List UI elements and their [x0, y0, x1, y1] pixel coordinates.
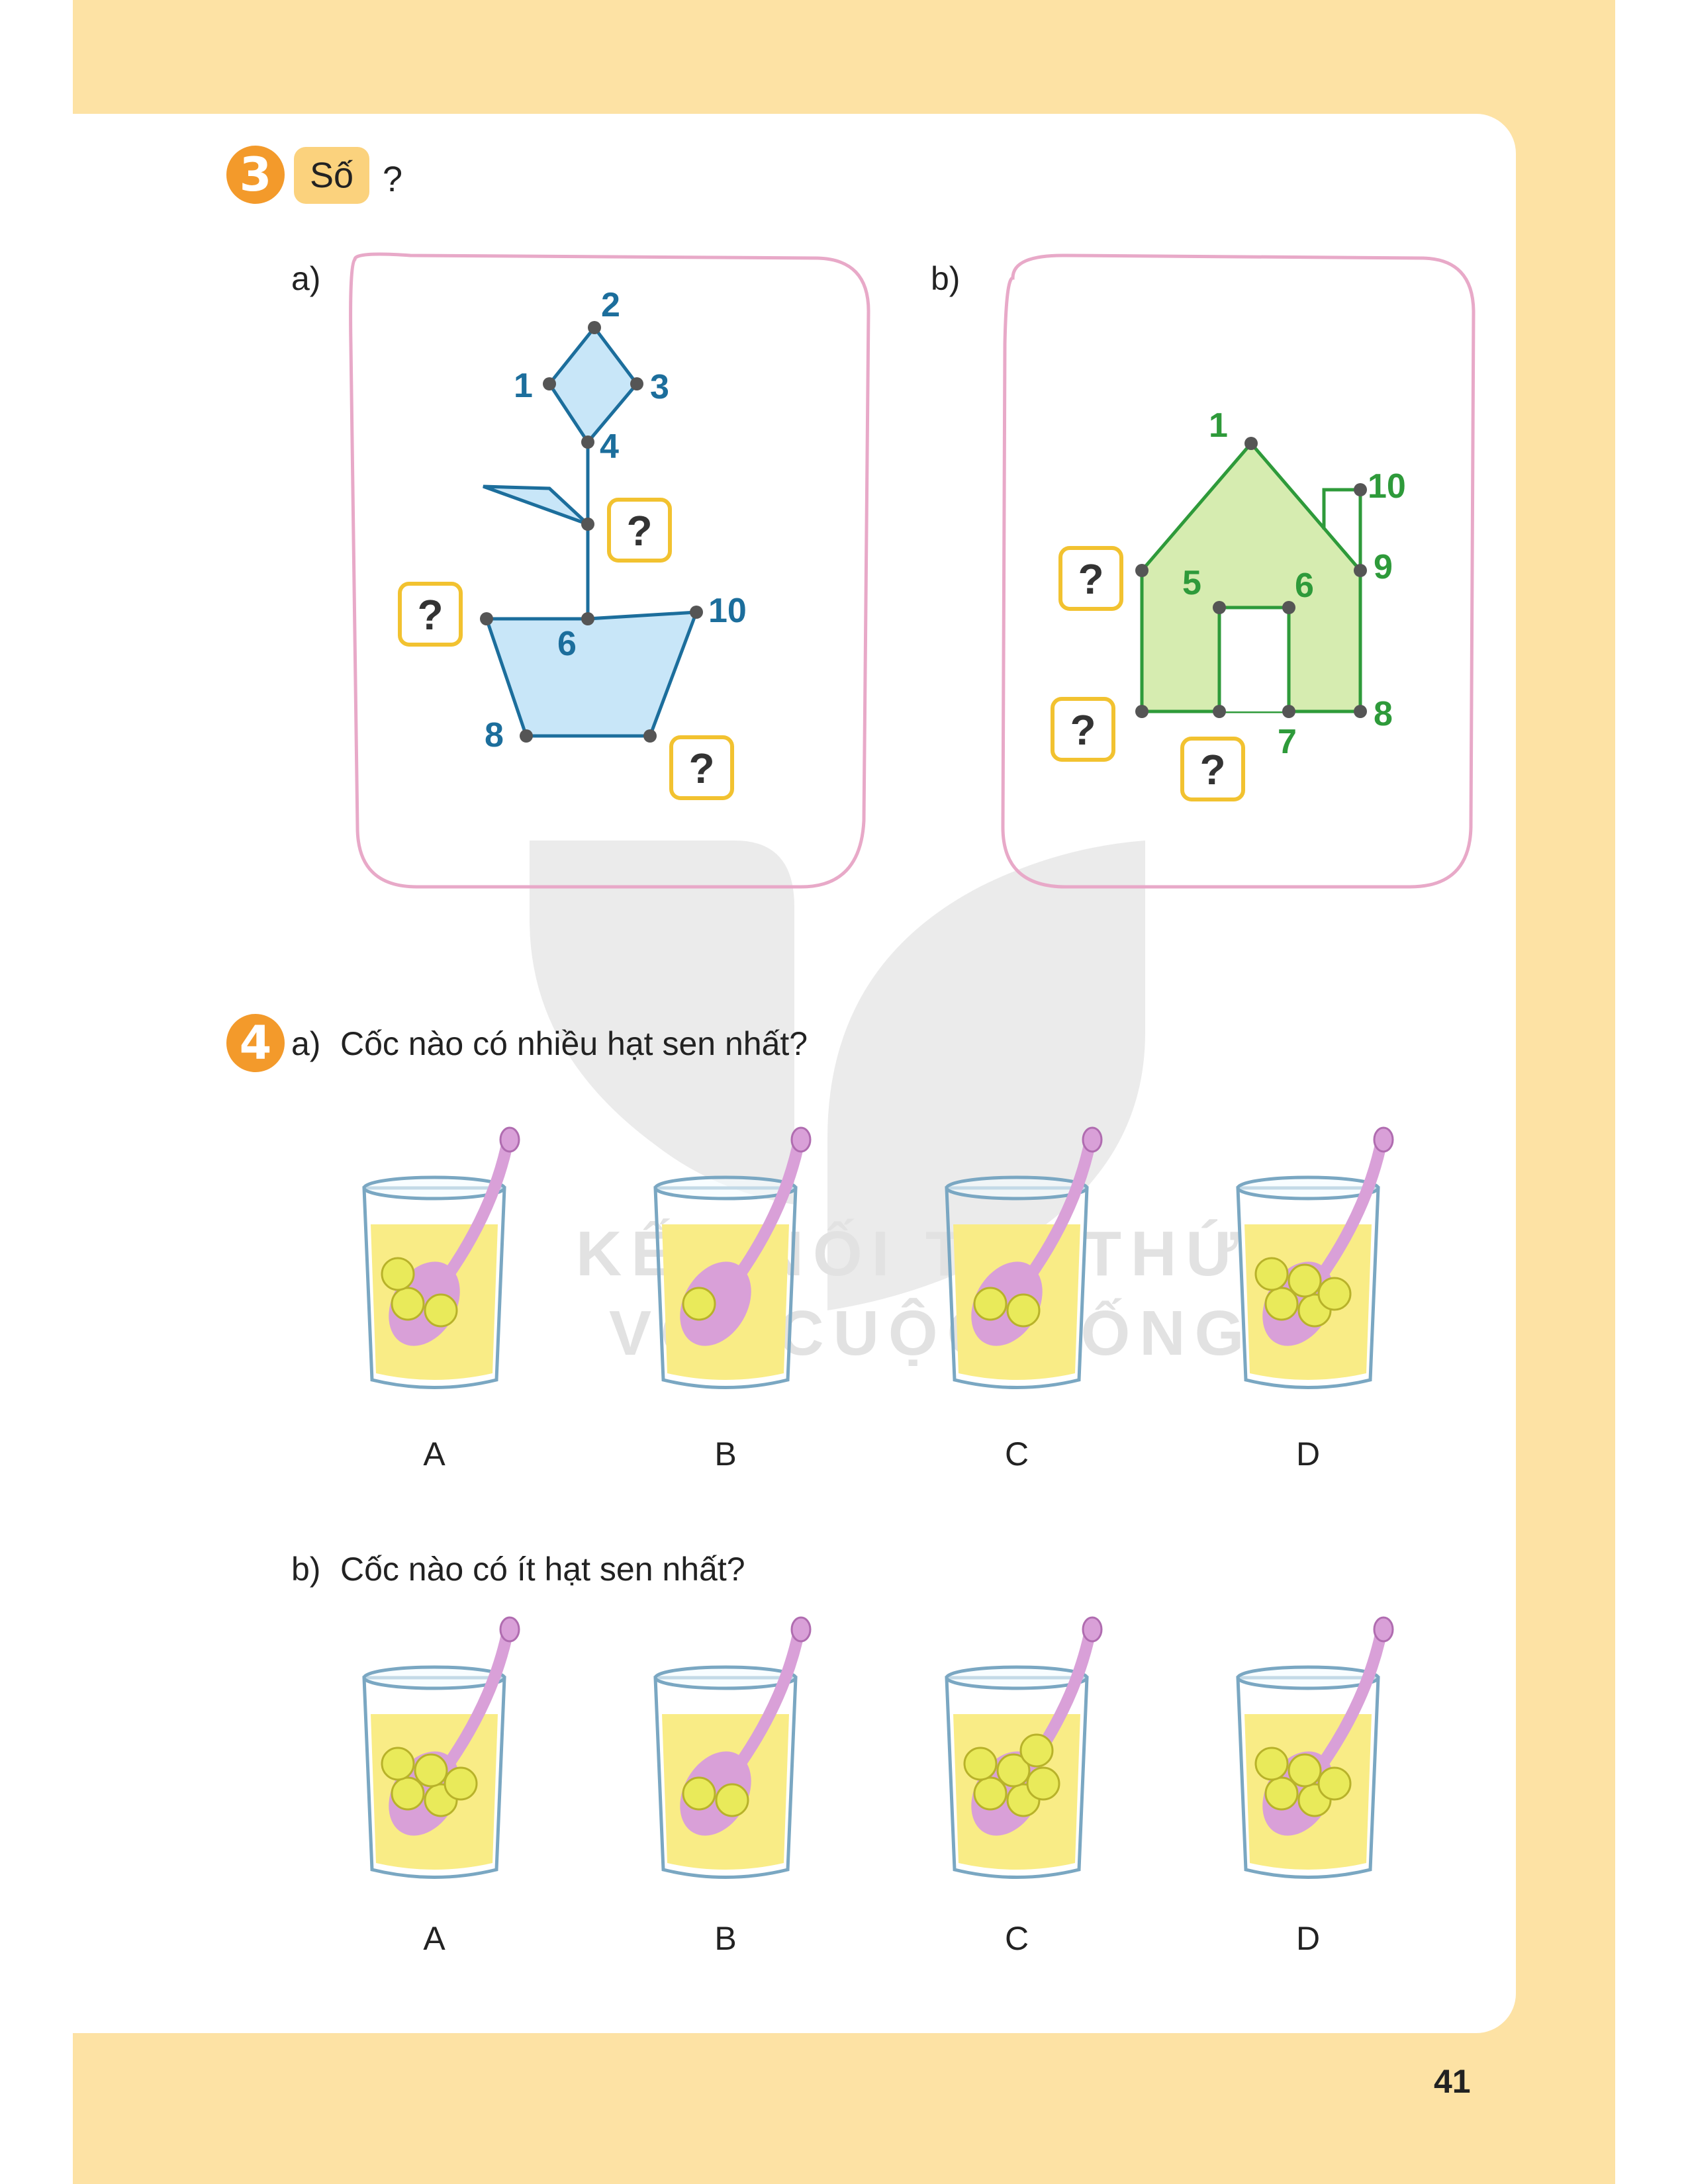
cup-label-b: B [714, 1920, 737, 1957]
flower-question-1: ? [626, 507, 652, 555]
house-dot-diagram: 1 5 6 7 8 9 10 ? ? ? [1001, 253, 1476, 889]
lotus-seed [1317, 1766, 1352, 1801]
flower-label-6: 6 [557, 625, 577, 663]
exercise-4a-question: Cốc nào có nhiều hạt sen nhất? [340, 1025, 808, 1062]
flower-leaf [483, 484, 589, 526]
flower-label-8: 8 [485, 716, 504, 754]
house-chimney [1322, 488, 1362, 570]
lotus-seed [715, 1783, 749, 1817]
flower-label-1: 1 [514, 367, 533, 405]
house-dots [1135, 437, 1367, 718]
cup-label-b: B [714, 1435, 737, 1473]
lotus-seed [682, 1287, 716, 1321]
lotus-seed [414, 1753, 448, 1788]
exercise-3b-label: b) [931, 260, 961, 297]
flower-label-3: 3 [650, 368, 669, 406]
lotus-seed [1264, 1287, 1299, 1321]
cup-a-c [945, 1126, 1103, 1389]
house-question-1: ? [1078, 555, 1103, 603]
flower-dots [480, 321, 703, 743]
cup-label-a: A [423, 1435, 445, 1473]
cup-a-a [362, 1126, 520, 1389]
exercise-3-badge: 3 [226, 146, 285, 204]
flower-label-2: 2 [601, 286, 620, 324]
house-door [1217, 606, 1291, 711]
cup-b-a [362, 1616, 520, 1879]
flower-dot-diagram: 1 2 3 4 6 8 10 ? ? ? [349, 252, 870, 889]
lotus-seed [1264, 1776, 1299, 1811]
cup-label-d: D [1295, 1435, 1321, 1473]
cup-label-c: C [1004, 1435, 1029, 1473]
cup-label-a: A [423, 1920, 445, 1957]
lotus-seed [1019, 1733, 1054, 1768]
house-label-5: 5 [1182, 564, 1201, 602]
house-question-3: ? [1199, 746, 1225, 794]
lotus-seed [973, 1287, 1008, 1321]
lotus-seed [1026, 1766, 1060, 1801]
house-label-9: 9 [1374, 548, 1393, 586]
exercise-4b-question: Cốc nào có ít hạt sen nhất? [340, 1551, 745, 1588]
cup-b-c [945, 1616, 1103, 1879]
lotus-seed [682, 1776, 716, 1811]
house-label-7: 7 [1278, 723, 1297, 761]
cup-b-d [1236, 1616, 1394, 1879]
cup-label-d: D [1295, 1920, 1321, 1957]
house-question-2: ? [1070, 706, 1096, 754]
lotus-seed [1254, 1257, 1289, 1291]
frame-b [1001, 253, 1476, 889]
page-number: 41 [1434, 2063, 1471, 2100]
frame-a [349, 252, 870, 889]
lotus-seed [1288, 1753, 1322, 1788]
exercise-4a-label: a) [291, 1025, 321, 1062]
house-label-8: 8 [1374, 695, 1393, 733]
house-label-6: 6 [1295, 567, 1314, 605]
flower-question-3: ? [688, 745, 714, 792]
cup-a-b [653, 1126, 812, 1389]
cup-b-b [653, 1616, 812, 1879]
house-label-1: 1 [1209, 406, 1228, 445]
flower-label-4: 4 [600, 428, 619, 466]
lotus-seed [391, 1287, 425, 1321]
lotus-seed [1317, 1277, 1352, 1311]
lotus-seed [1254, 1747, 1289, 1781]
house-question-boxes: ? ? ? [1051, 546, 1245, 801]
exercise-4-badge: 4 [226, 1014, 285, 1072]
house-label-10: 10 [1368, 467, 1406, 506]
flower-head [547, 324, 639, 445]
lotus-seed [391, 1776, 425, 1811]
lotus-seed [963, 1747, 998, 1781]
flower-question-2: ? [417, 591, 443, 639]
flower-pot [484, 610, 699, 738]
lotus-seed [1288, 1263, 1322, 1298]
exercise-3-question-mark: ? [383, 159, 403, 199]
lotus-seed [973, 1776, 1008, 1811]
flower-label-10: 10 [708, 592, 747, 630]
lotus-seed [444, 1766, 478, 1801]
lotus-seed [424, 1293, 458, 1328]
exercise-3-title: Số [294, 147, 370, 204]
cup-a-d [1236, 1126, 1394, 1389]
exercise-4b-label: b) [291, 1551, 321, 1588]
cup-label-c: C [1004, 1920, 1029, 1957]
exercise-3a-label: a) [291, 260, 321, 297]
flower-question-boxes: ? ? ? [398, 498, 734, 800]
lotus-seed [381, 1747, 415, 1781]
lotus-seed [1006, 1293, 1041, 1328]
lotus-seed [996, 1753, 1031, 1788]
lotus-seed [381, 1257, 415, 1291]
